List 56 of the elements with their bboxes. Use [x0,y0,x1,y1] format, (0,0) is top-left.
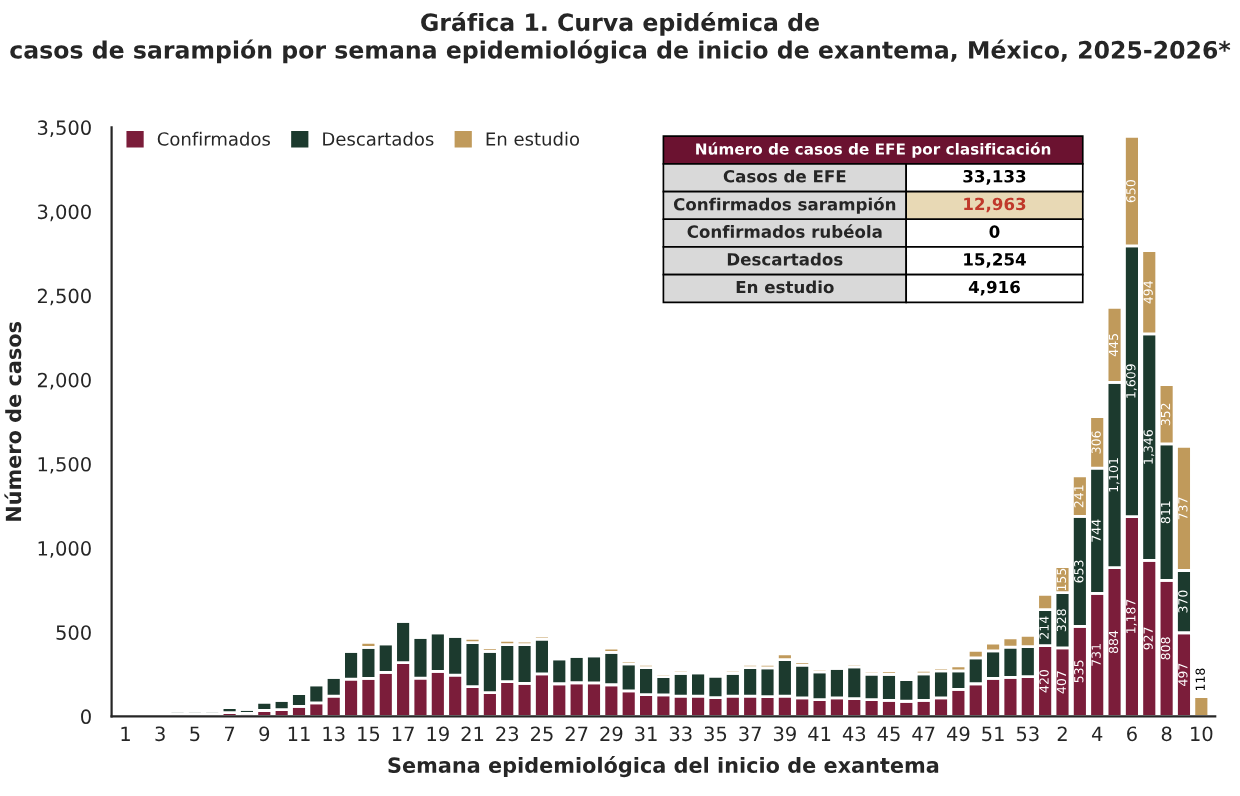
annotation: Confirmados sarampión [673,197,896,214]
x-tick-label: 15 [358,726,380,742]
annotation: Confirmados rubéola [687,224,882,238]
x-tick-label: 53 [1016,726,1039,742]
x-tick-label: 21 [461,726,484,741]
y-tick-label: 500 [56,625,91,640]
x-tick-label: 27 [565,726,588,741]
x-tick-label: 6 [1127,726,1137,742]
x-tick-label: 3 [155,726,165,742]
x-tick-label: 19 [427,726,449,742]
y-tick-label: 3,000 [37,204,91,222]
x-tick-label: 23 [496,726,519,742]
legend-label: Confirmados [157,131,270,146]
x-tick-label: 47 [912,726,935,741]
x-tick-label: 37 [739,726,761,742]
annotation: 33,133 [963,169,1026,185]
x-tick-label: 4 [1091,726,1103,741]
annotation: Descartados [727,252,843,266]
x-tick-label: 8 [1161,726,1172,742]
annotation: 12,963 [964,197,1026,213]
x-tick-label: 13 [323,726,345,742]
x-tick-label: 49 [946,726,970,742]
x-tick-label: 2 [1057,726,1067,741]
x-tick-label: 29 [600,726,623,742]
annotation: 15,254 [964,253,1026,268]
x-tick-label: 5 [190,726,200,742]
x-tick-label: 35 [704,726,727,742]
annotation: 0 [989,225,1000,238]
chart-title: Gráfica 1. Curva epidémica de casos de sarampión por semana epidemiológica de inicio de exantema, México, 2025-2026* [10,11,1231,64]
y-tick-label: 1,000 [38,541,91,558]
x-tick-label: 7 [225,726,235,741]
y-tick-label: 2,500 [37,288,91,306]
x-tick-label: 41 [808,726,831,741]
y-tick-label: 3,500 [37,120,91,138]
x-tick-label: 31 [635,726,657,742]
legend-label: En estudio [486,131,580,146]
annotation: Casos de EFE [723,169,846,183]
x-tick-label: 45 [877,726,900,742]
y-tick-label: 2,000 [37,372,91,390]
x-tick-label: 39 [773,726,796,742]
y-tick-label: 1,500 [38,456,91,474]
x-tick-label: 11 [288,726,310,741]
x-tick-label: 43 [842,726,866,742]
x-tick-label: 9 [259,726,270,742]
x-tick-label: 10 [1191,726,1213,742]
annotation: 4,916 [968,280,1020,296]
x-tick-label: 17 [392,726,414,741]
x-tick-label: 25 [530,726,553,742]
x-axis-title: Semana epidemiológica del inicio de exantema [388,756,939,778]
x-tick-label: 51 [982,726,1004,742]
legend-label: Descartados [323,131,434,146]
y-axis-title: Número de casos [4,321,22,521]
x-tick-label: 33 [669,726,692,742]
y-tick-label: 0 [81,709,91,725]
x-tick-label: 1 [121,726,130,741]
annotation: En estudio [736,280,834,294]
